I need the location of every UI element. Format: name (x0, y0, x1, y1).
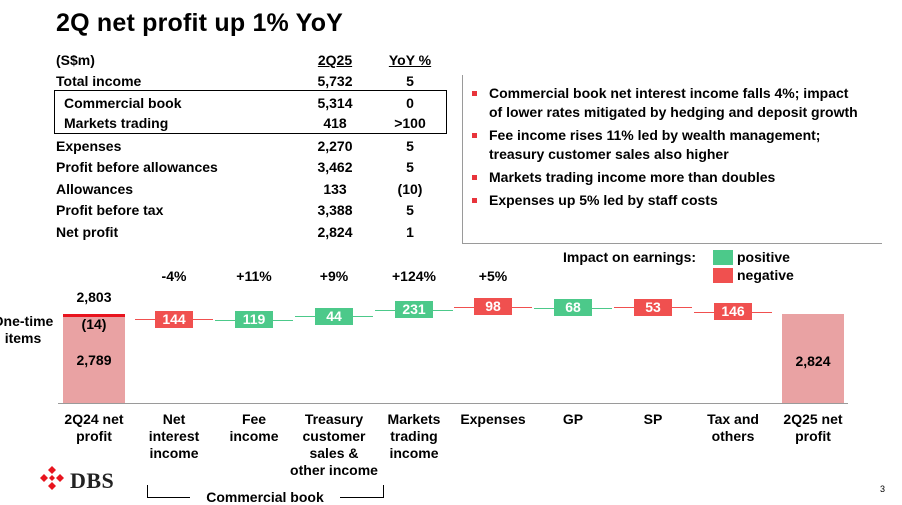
bullet-item: Fee income rises 11% led by wealth manag… (470, 126, 860, 164)
legend-title: Impact on earnings: (563, 249, 697, 265)
table-row-value: 133 (323, 181, 347, 197)
bar-2q24-net-profit (63, 316, 125, 403)
table-row-value: 3,462 (317, 159, 353, 175)
category-label: Treasury customer sales & other income (290, 411, 378, 478)
pre-one-time-total-label: 2,803 (76, 289, 112, 305)
bullet-text: Commercial book net interest income fall… (489, 85, 858, 120)
table-row-label: Markets trading (64, 115, 169, 131)
table-col-header-yoy: YoY % (388, 52, 432, 68)
bullet-text: Fee income rises 11% led by wealth manag… (489, 127, 821, 162)
category-label: 2Q24 net profit (64, 411, 124, 444)
bullet-square-icon (472, 133, 477, 138)
table-row-value: 418 (323, 115, 347, 131)
bullet-text: Expenses up 5% led by staff costs (489, 192, 718, 208)
commercial-markets-box (54, 90, 447, 134)
table-row-yoy: >100 (394, 115, 426, 131)
legend-negative-swatch (713, 268, 733, 283)
bar-value-label: 53 (634, 298, 672, 316)
table-row-label: Commercial book (64, 95, 182, 111)
slide-title: 2Q net profit up 1% YoY (56, 9, 344, 37)
category-label: Markets trading income (387, 411, 441, 461)
bar-value-label: 2,824 (795, 353, 831, 369)
bar-value-label: 44 (315, 307, 353, 325)
table-row-label: Expenses (56, 138, 122, 154)
table-row-value: 5,732 (317, 73, 353, 89)
table-row-yoy: 0 (406, 95, 414, 111)
bar-value-label: 146 (714, 303, 752, 321)
table-row-value: 3,388 (317, 202, 353, 218)
table-row-value: 2,824 (317, 224, 353, 240)
table-row-label: Total income (56, 73, 142, 89)
bullet-square-icon (472, 91, 477, 96)
bullet-item: Markets trading income more than doubles (470, 168, 860, 187)
bar-value-label: 68 (554, 299, 592, 317)
legend-positive-swatch (713, 250, 733, 265)
bullet-square-icon (472, 175, 477, 180)
page-number: 3 (880, 484, 886, 494)
commentary-bullets: Commercial book net interest income fall… (470, 84, 860, 214)
bullet-square-icon (472, 198, 477, 203)
category-label: GP (562, 411, 584, 427)
bar-value-label: 2,789 (76, 352, 112, 368)
bar-value-label: 144 (155, 310, 193, 328)
table-row-yoy: 5 (406, 138, 414, 154)
table-row-label: Net profit (56, 224, 119, 240)
yoy-change-label: +11% (236, 268, 272, 284)
one-time-items-line (63, 314, 125, 317)
bar-value-label: 98 (474, 298, 512, 316)
bullet-item: Expenses up 5% led by staff costs (470, 191, 860, 210)
bullets-divider-horizontal (462, 243, 882, 244)
bar-2q25-net-profit (782, 314, 844, 403)
chart-baseline (58, 403, 848, 404)
dbs-logo-text: DBS (70, 468, 115, 493)
legend-negative-label: negative (737, 267, 794, 283)
category-label: SP (643, 411, 663, 427)
table-row-label: Profit before allowances (56, 159, 218, 175)
table-row-value: 5,314 (317, 95, 353, 111)
table-row-label: Profit before tax (56, 202, 164, 218)
table-row-yoy: (10) (397, 181, 423, 197)
table-row-yoy: 1 (406, 224, 414, 240)
yoy-change-label: +5% (478, 268, 508, 284)
table-col-header-2q25: 2Q25 (317, 52, 353, 68)
yoy-change-label: -4% (161, 268, 187, 284)
commercial-book-label: Commercial book (206, 489, 324, 505)
yoy-change-label: +9% (319, 268, 349, 284)
one-time-items-value: (14) (81, 316, 107, 332)
bullet-item: Commercial book net interest income fall… (470, 84, 860, 122)
bracket-label-gap (190, 490, 340, 502)
category-label: Expenses (460, 411, 526, 427)
bar-value-label: 231 (395, 301, 433, 319)
yoy-change-label: +124% (392, 268, 436, 284)
category-label: Fee income (229, 411, 279, 444)
category-label: Net interest income (148, 411, 200, 461)
table-row-value: 2,270 (317, 138, 353, 154)
bullets-divider-vertical (462, 75, 463, 243)
bar-value-label: 119 (235, 311, 273, 329)
legend-positive-label: positive (737, 249, 790, 265)
category-label: 2Q25 net profit (783, 411, 843, 444)
category-label: Tax and others (707, 411, 759, 444)
table-unit-header: (S$m) (56, 52, 95, 68)
table-row-yoy: 5 (406, 159, 414, 175)
bullet-text: Markets trading income more than doubles (489, 169, 776, 185)
dbs-logo-icon (40, 466, 64, 490)
table-row-label: Allowances (56, 181, 134, 197)
table-row-yoy: 5 (406, 73, 414, 89)
table-row-yoy: 5 (406, 202, 414, 218)
